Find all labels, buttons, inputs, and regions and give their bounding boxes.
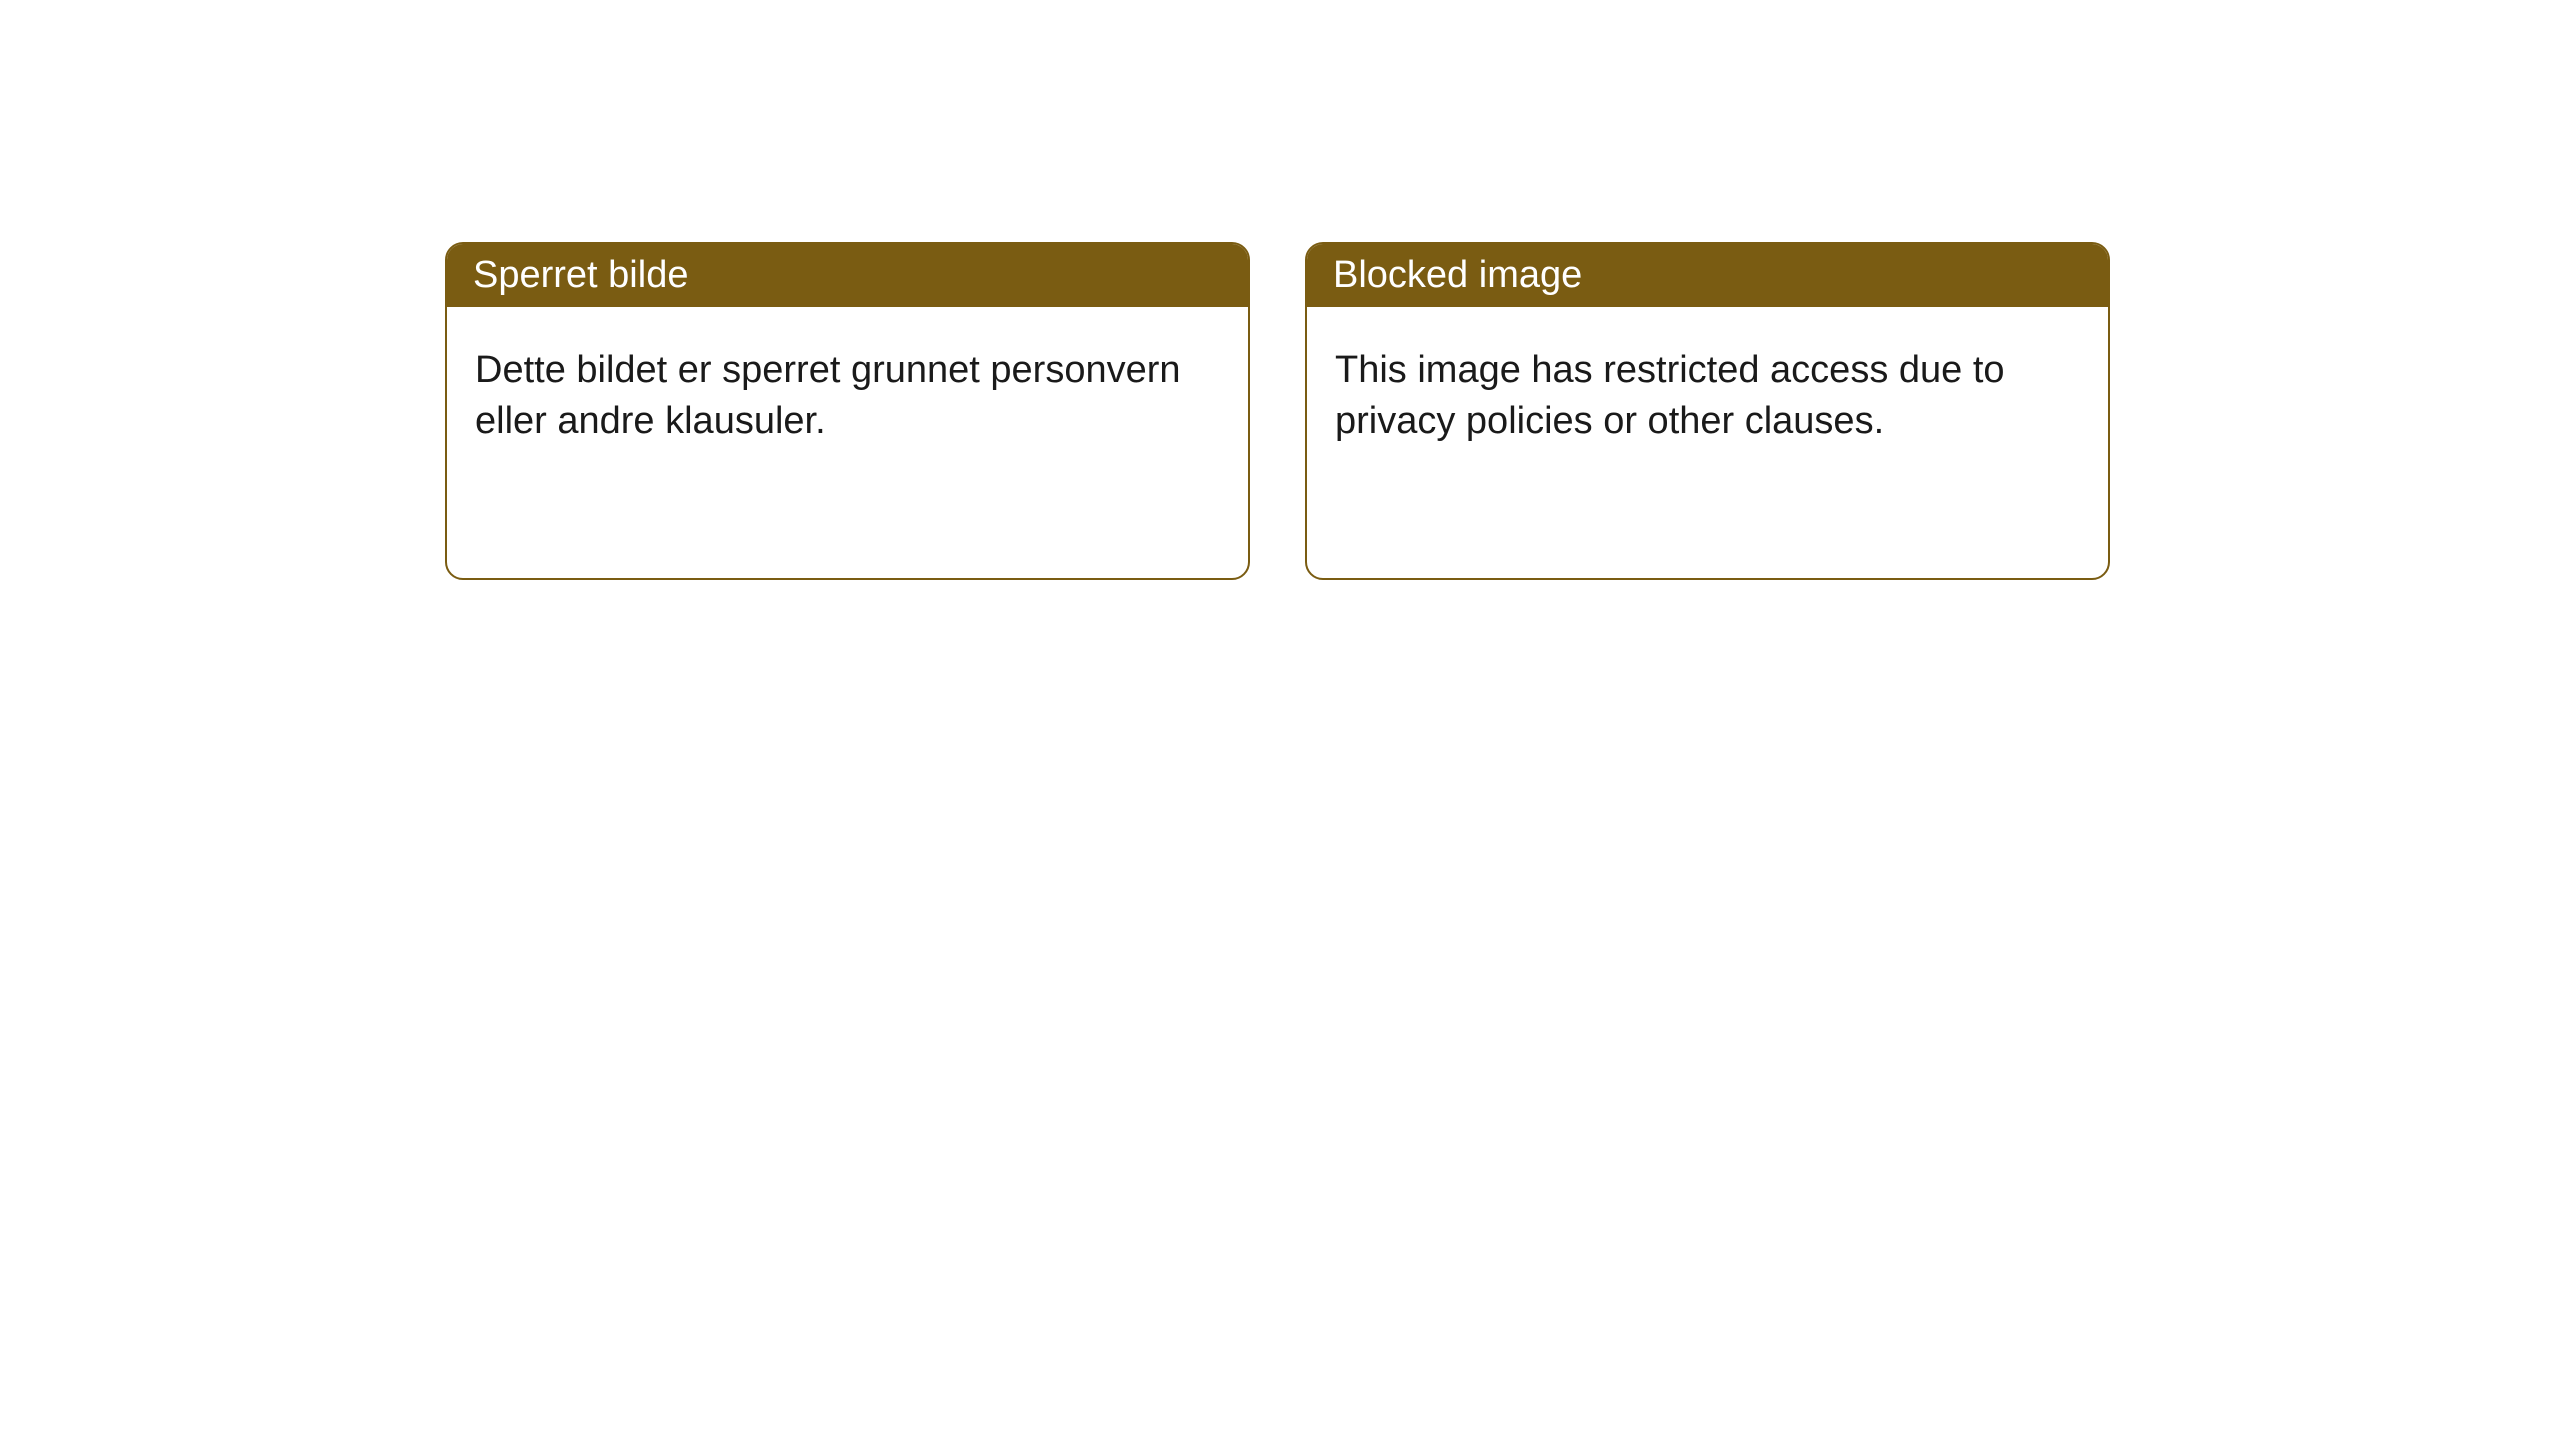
- card-header-norwegian: Sperret bilde: [447, 244, 1248, 307]
- card-body-english: This image has restricted access due to …: [1307, 307, 2108, 486]
- card-body-norwegian: Dette bildet er sperret grunnet personve…: [447, 307, 1248, 486]
- notice-card-english: Blocked image This image has restricted …: [1305, 242, 2110, 580]
- notice-card-norwegian: Sperret bilde Dette bildet er sperret gr…: [445, 242, 1250, 580]
- notice-container: Sperret bilde Dette bildet er sperret gr…: [0, 0, 2560, 580]
- card-header-english: Blocked image: [1307, 244, 2108, 307]
